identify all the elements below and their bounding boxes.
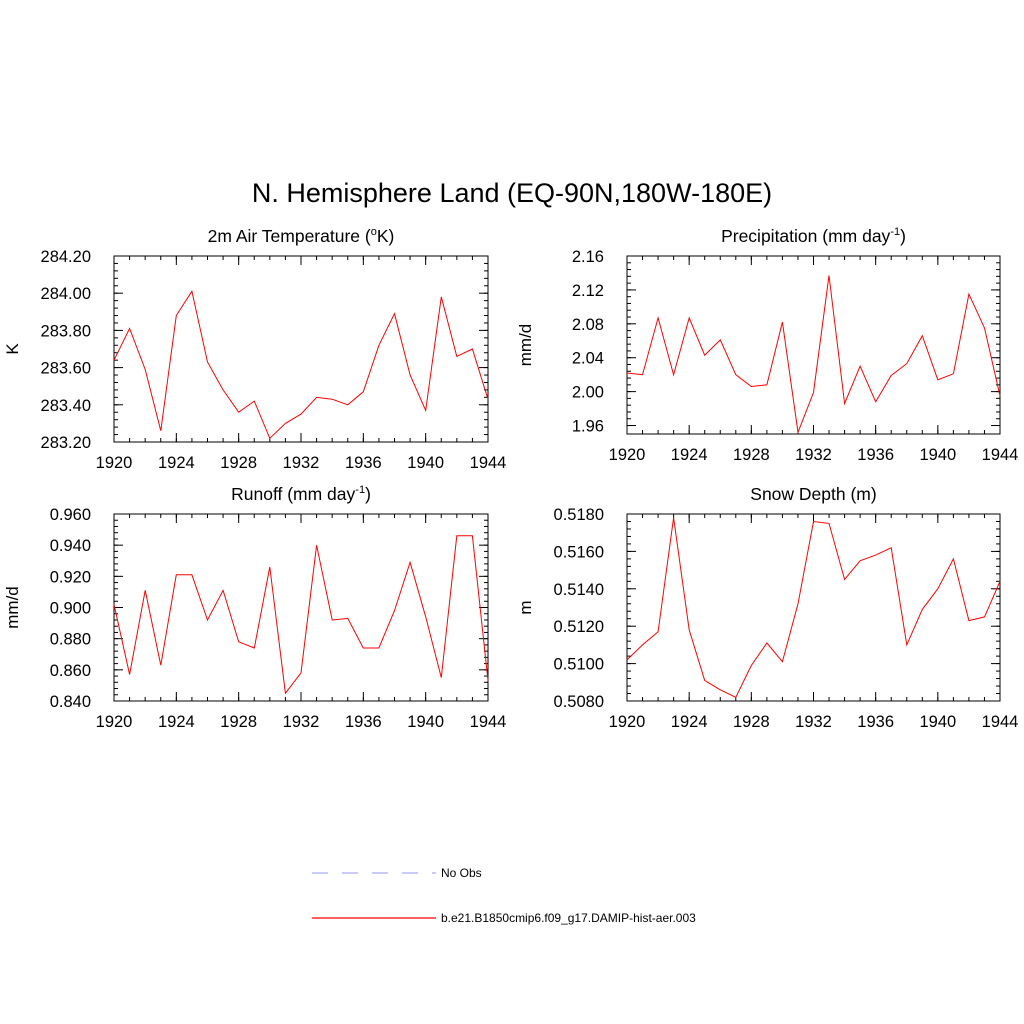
y-tick-label: 2.00 [572, 384, 604, 402]
panel-title: Runoff (mm day-1) [231, 484, 371, 504]
panel-title-tail: ) [900, 226, 906, 246]
y-tick-label: 0.920 [50, 568, 91, 586]
x-tick-label: 1936 [857, 713, 894, 731]
x-tick-label: 1928 [733, 446, 770, 464]
panel-title-tail: K) [377, 226, 395, 246]
y-tick-label: 283.60 [41, 360, 91, 378]
x-tick-label: 1940 [407, 454, 444, 472]
x-tick-label: 1924 [158, 713, 195, 731]
panel-title-text: Runoff (mm day [231, 484, 355, 504]
legend-label-no-obs: No Obs [441, 866, 482, 880]
x-tick-label: 1940 [919, 713, 956, 731]
x-tick-label: 1924 [671, 713, 708, 731]
panel-title-text: Snow Depth (m) [750, 484, 876, 504]
y-tick-label: 1.96 [572, 418, 604, 436]
panel-title-superscript: o [371, 226, 377, 238]
panel-air-temperature: 1920 1924 1928 1932 1936 1940 1944 283.20 283.40… [3, 226, 506, 472]
x-tick-label: 1932 [795, 446, 832, 464]
y-tick-label: 2.16 [572, 248, 604, 266]
series-line [626, 275, 1001, 435]
panel-precipitation: 1920 1924 1928 1932 1936 1940 1944 1.96 2.00 2.04… [516, 226, 1018, 464]
series-line [113, 535, 489, 695]
panel-title-superscript: -1 [890, 226, 900, 238]
y-axis-label: m [516, 600, 535, 614]
x-tick-label: 1920 [96, 454, 133, 472]
panel-title-text: Precipitation (mm day [721, 226, 890, 246]
x-tick-label: 1920 [96, 713, 133, 731]
y-axis-label: mm/d [516, 324, 535, 367]
y-axis-label: mm/d [3, 586, 22, 629]
y-tick-label: 2.04 [572, 350, 604, 368]
legend-label-model: b.e21.B1850cmip6.f09_g17.DAMIP-hist-aer.… [441, 911, 696, 925]
x-tick-label: 1924 [158, 454, 195, 472]
x-tick-label: 1936 [857, 446, 894, 464]
figure-title: N. Hemisphere Land (EQ-90N,180W-180E) [252, 178, 772, 208]
x-tick-label: 1932 [283, 454, 320, 472]
x-tick-label: 1936 [345, 713, 382, 731]
x-tick-label: 1944 [470, 713, 507, 731]
series-line [626, 517, 1001, 698]
panel-title: Precipitation (mm day-1) [721, 226, 906, 246]
y-tick-label: 284.00 [41, 285, 91, 303]
plot-frame [626, 255, 1001, 435]
x-tick-label: 1932 [283, 713, 320, 731]
panel-title: 2m Air Temperature (oK) [208, 226, 395, 246]
panels: 1920 1924 1928 1932 1936 1940 1944 283.20 283.40… [3, 226, 1018, 731]
y-tick-label: 0.5160 [554, 543, 604, 561]
x-tick-label: 1940 [919, 446, 956, 464]
plot-frame [626, 513, 1001, 702]
x-tick-label: 1936 [345, 454, 382, 472]
panel-title-text: 2m Air Temperature ( [208, 226, 371, 246]
x-tick-label: 1932 [795, 713, 832, 731]
x-tick-label: 1944 [982, 446, 1019, 464]
legend: No Obs b.e21.B1850cmip6.f09_g17.DAMIP-hi… [312, 866, 696, 925]
y-tick-label: 0.840 [50, 693, 91, 711]
y-tick-label: 283.80 [41, 322, 91, 340]
y-tick-label: 0.5180 [554, 506, 604, 524]
y-tick-label: 0.5080 [554, 693, 604, 711]
y-tick-label: 0.860 [50, 662, 91, 680]
x-tick-label: 1928 [220, 454, 257, 472]
panel-runoff: 1920 1924 1928 1932 1936 1940 1944 0.840 0.860 0.… [3, 484, 506, 731]
y-tick-label: 284.20 [41, 248, 91, 266]
y-tick-label: 2.08 [572, 316, 604, 334]
y-tick-label: 0.900 [50, 600, 91, 618]
y-tick-label: 0.5120 [554, 618, 604, 636]
x-tick-label: 1928 [220, 713, 257, 731]
panel-snow-depth: 1920 1924 1928 1932 1936 1940 1944 0.5080 0.5100… [516, 484, 1018, 731]
x-tick-label: 1920 [609, 713, 646, 731]
y-tick-label: 283.20 [41, 434, 91, 452]
x-tick-label: 1944 [470, 454, 507, 472]
y-tick-label: 283.40 [41, 397, 91, 415]
y-tick-label: 0.960 [50, 506, 91, 524]
series-line [113, 290, 489, 440]
x-tick-label: 1928 [733, 713, 770, 731]
y-tick-label: 2.12 [572, 282, 604, 300]
panel-title-tail: ) [365, 484, 371, 504]
panel-title-superscript: -1 [355, 484, 365, 496]
y-tick-label: 0.940 [50, 537, 91, 555]
x-tick-label: 1924 [671, 446, 708, 464]
panel-title: Snow Depth (m) [750, 484, 876, 504]
y-tick-label: 0.5100 [554, 656, 604, 674]
x-tick-label: 1944 [982, 713, 1019, 731]
x-tick-label: 1940 [407, 713, 444, 731]
x-tick-label: 1920 [609, 446, 646, 464]
y-tick-label: 0.880 [50, 631, 91, 649]
y-tick-label: 0.5140 [554, 581, 604, 599]
y-axis-label: K [3, 343, 22, 355]
